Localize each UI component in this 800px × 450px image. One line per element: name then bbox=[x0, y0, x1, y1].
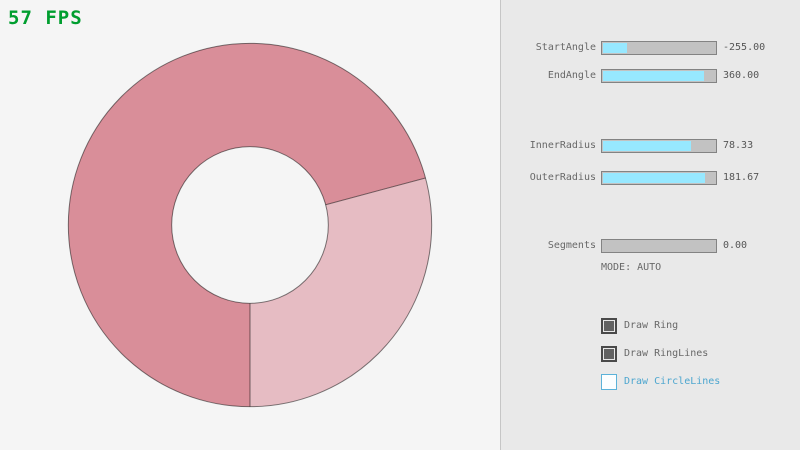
ring-radial-line-start bbox=[325, 177, 426, 206]
outer-radius-slider[interactable] bbox=[601, 171, 717, 185]
start-angle-slider-fill bbox=[603, 43, 628, 53]
start-angle-value: -255.00 bbox=[723, 42, 766, 53]
inner-radius-slider-fill bbox=[603, 141, 691, 151]
start-angle-slider[interactable] bbox=[601, 41, 717, 55]
fps-counter: 57 FPS bbox=[8, 7, 83, 29]
inner-radius-slider[interactable] bbox=[601, 139, 717, 153]
draw-ringlines-checkbox[interactable] bbox=[601, 346, 617, 362]
outer-radius-label: OuterRadius bbox=[529, 172, 596, 183]
end-angle-slider[interactable] bbox=[601, 69, 717, 83]
draw-circlelines-checkbox-label: Draw CircleLines bbox=[624, 376, 721, 387]
draw-ring-checkbox-label: Draw Ring bbox=[624, 320, 679, 331]
control-panel: StartAngle -255.00 EndAngle 360.00 Inner… bbox=[500, 0, 800, 450]
draw-circlelines-checkbox[interactable] bbox=[601, 374, 617, 390]
outer-radius-slider-fill bbox=[603, 173, 705, 183]
end-angle-value: 360.00 bbox=[723, 70, 760, 81]
outer-radius-value: 181.67 bbox=[723, 172, 760, 183]
end-angle-label: EndAngle bbox=[547, 70, 596, 81]
segments-value: 0.00 bbox=[723, 240, 748, 251]
start-angle-label: StartAngle bbox=[535, 42, 596, 53]
segments-mode-label: MODE: AUTO bbox=[601, 262, 662, 273]
ring-inner-circle-line bbox=[171, 146, 329, 304]
inner-radius-value: 78.33 bbox=[723, 140, 754, 151]
draw-ringlines-checkbox-label: Draw RingLines bbox=[624, 348, 709, 359]
draw-ring-checkbox[interactable] bbox=[601, 318, 617, 334]
end-angle-slider-fill bbox=[603, 71, 704, 81]
inner-radius-label: InnerRadius bbox=[529, 140, 596, 151]
segments-label: Segments bbox=[547, 240, 596, 251]
ring-segment-single bbox=[250, 177, 432, 407]
drawing-canvas: 57 FPS bbox=[8, 7, 433, 408]
ring-segment-overlap bbox=[68, 43, 426, 407]
ring-figure bbox=[67, 42, 433, 408]
segments-slider[interactable] bbox=[601, 239, 717, 253]
